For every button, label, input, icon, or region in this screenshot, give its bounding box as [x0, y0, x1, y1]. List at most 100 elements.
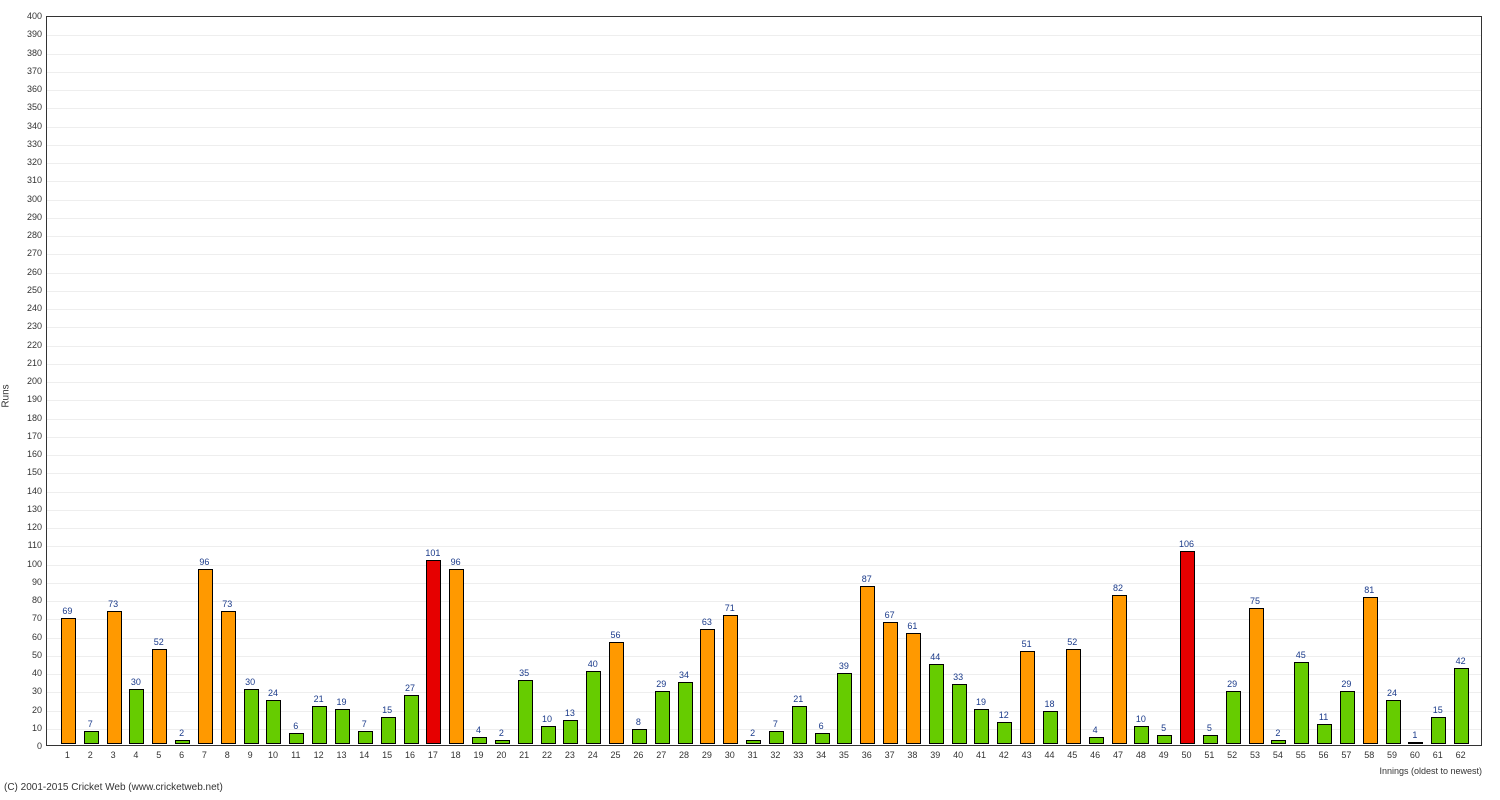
bar: [1157, 735, 1172, 744]
y-tick-label: 60: [6, 632, 42, 642]
bar-value-label: 7: [88, 719, 93, 729]
bar-value-label: 35: [519, 668, 529, 678]
y-tick-label: 110: [6, 540, 42, 550]
bar: [1043, 711, 1058, 744]
bar: [244, 689, 259, 744]
bar-value-label: 29: [656, 679, 666, 689]
x-tick-label: 13: [336, 750, 346, 760]
y-tick-label: 40: [6, 668, 42, 678]
x-tick-label: 39: [930, 750, 940, 760]
y-tick-label: 150: [6, 467, 42, 477]
bar: [541, 726, 556, 744]
bar-value-label: 13: [565, 708, 575, 718]
bar: [1271, 740, 1286, 744]
bar-value-label: 73: [108, 599, 118, 609]
bar-value-label: 5: [1207, 723, 1212, 733]
bar-value-label: 40: [588, 659, 598, 669]
bar-value-label: 4: [1093, 725, 1098, 735]
bar-value-label: 5: [1161, 723, 1166, 733]
bar-value-label: 6: [293, 721, 298, 731]
bar-value-label: 15: [382, 705, 392, 715]
bar: [1134, 726, 1149, 744]
bar: [312, 706, 327, 744]
bar-value-label: 7: [362, 719, 367, 729]
bar-value-label: 4: [476, 725, 481, 735]
bar-value-label: 33: [953, 672, 963, 682]
bar-value-label: 75: [1250, 596, 1260, 606]
bar: [404, 695, 419, 744]
x-tick-label: 57: [1341, 750, 1351, 760]
y-tick-label: 10: [6, 723, 42, 733]
x-tick-label: 29: [702, 750, 712, 760]
bar-value-label: 30: [131, 677, 141, 687]
bar-value-label: 15: [1433, 705, 1443, 715]
bar: [1294, 662, 1309, 744]
x-tick-label: 46: [1090, 750, 1100, 760]
bar: [655, 691, 670, 744]
bar: [381, 717, 396, 744]
bar-value-label: 73: [222, 599, 232, 609]
bar-value-label: 2: [750, 728, 755, 738]
x-tick-label: 34: [816, 750, 826, 760]
bar: [358, 731, 373, 744]
bar: [472, 737, 487, 744]
y-tick-label: 370: [6, 66, 42, 76]
x-tick-label: 8: [225, 750, 230, 760]
x-tick-label: 26: [633, 750, 643, 760]
x-tick-label: 36: [862, 750, 872, 760]
bar-value-label: 2: [1275, 728, 1280, 738]
bar: [84, 731, 99, 744]
bar-value-label: 61: [907, 621, 917, 631]
bar-value-label: 19: [976, 697, 986, 707]
chart-plot-area: [46, 16, 1482, 746]
x-tick-label: 14: [359, 750, 369, 760]
bar: [609, 642, 624, 744]
bar: [563, 720, 578, 744]
bar-value-label: 56: [611, 630, 621, 640]
x-tick-label: 48: [1136, 750, 1146, 760]
bar-value-label: 21: [793, 694, 803, 704]
x-tick-label: 25: [611, 750, 621, 760]
x-tick-label: 15: [382, 750, 392, 760]
bar-value-label: 51: [1022, 639, 1032, 649]
bar: [1249, 608, 1264, 745]
bar-value-label: 42: [1456, 656, 1466, 666]
bar: [175, 740, 190, 744]
x-tick-label: 47: [1113, 750, 1123, 760]
bar-value-label: 19: [336, 697, 346, 707]
bar: [1180, 551, 1195, 744]
bar: [1203, 735, 1218, 744]
x-tick-label: 50: [1182, 750, 1192, 760]
x-tick-label: 45: [1067, 750, 1077, 760]
bar: [883, 622, 898, 744]
x-tick-label: 3: [111, 750, 116, 760]
y-tick-label: 330: [6, 139, 42, 149]
x-tick-label: 22: [542, 750, 552, 760]
bar-value-label: 10: [1136, 714, 1146, 724]
y-tick-label: 250: [6, 285, 42, 295]
x-tick-label: 49: [1159, 750, 1169, 760]
x-tick-label: 43: [1022, 750, 1032, 760]
x-tick-label: 10: [268, 750, 278, 760]
x-tick-label: 30: [725, 750, 735, 760]
bar-value-label: 69: [62, 606, 72, 616]
plot-frame: [46, 16, 1482, 746]
x-tick-label: 31: [748, 750, 758, 760]
x-tick-label: 58: [1364, 750, 1374, 760]
bar: [221, 611, 236, 744]
y-tick-label: 200: [6, 376, 42, 386]
x-tick-label: 54: [1273, 750, 1283, 760]
y-tick-label: 50: [6, 650, 42, 660]
y-tick-label: 360: [6, 84, 42, 94]
x-tick-label: 38: [907, 750, 917, 760]
x-tick-label: 32: [770, 750, 780, 760]
bar: [518, 680, 533, 744]
bar-value-label: 24: [1387, 688, 1397, 698]
x-tick-label: 35: [839, 750, 849, 760]
x-tick-label: 4: [133, 750, 138, 760]
bar-value-label: 87: [862, 574, 872, 584]
y-tick-label: 80: [6, 595, 42, 605]
bar: [61, 618, 76, 744]
bar: [129, 689, 144, 744]
x-tick-label: 17: [428, 750, 438, 760]
